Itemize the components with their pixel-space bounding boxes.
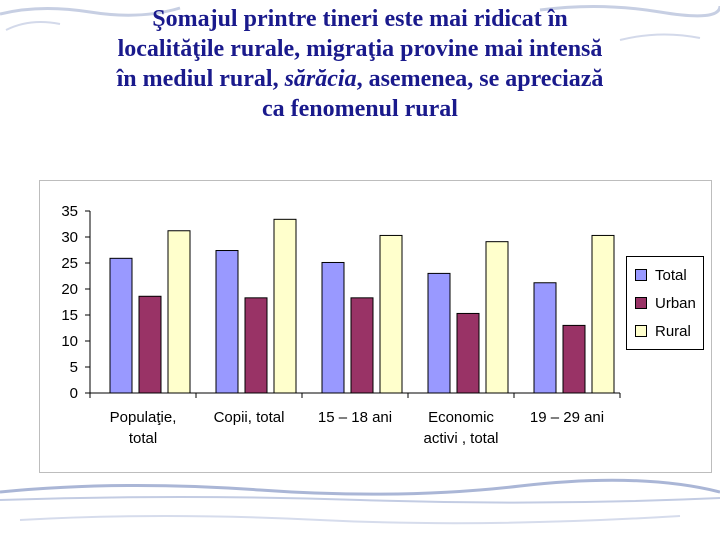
legend-label-rural: Rural (655, 322, 691, 340)
x-category-label: 15 – 18 ani (318, 409, 392, 426)
chart-legend: Total Urban Rural (626, 256, 704, 350)
bar-rural (591, 234, 615, 394)
legend-swatch-total (635, 269, 647, 281)
legend-swatch-rural (635, 325, 647, 337)
title-line-1: Şomajul printre tineri este mai ridicat … (152, 6, 568, 32)
legend-item-total: Total (635, 265, 687, 285)
y-tick-label: 20 (61, 281, 78, 298)
title-line-4: ca fenomenul rural (262, 96, 458, 122)
bar-total (109, 257, 133, 394)
y-tick-label: 30 (61, 229, 78, 246)
legend-item-rural: Rural (635, 321, 691, 341)
y-tick-label: 10 (61, 333, 78, 350)
title-line-2: localităţile rurale, migraţia provine ma… (117, 36, 603, 62)
title-line-3: în mediul rural, sărăcia, asemenea, se a… (10, 64, 710, 94)
bar-total (215, 250, 239, 394)
bar-total (321, 261, 345, 394)
title-line-3-emphasis: sărăcia (284, 66, 357, 92)
bar-total (427, 272, 451, 394)
bar-rural (167, 230, 191, 394)
title-line-3-end: , asemenea, se apreciază (356, 66, 604, 92)
y-tick-label: 25 (61, 255, 78, 272)
legend-label-total: Total (655, 266, 687, 284)
y-tick-label: 35 (61, 203, 78, 220)
bar-urban (138, 295, 162, 394)
x-category-label: total (129, 430, 157, 447)
x-category-label: Economic (428, 409, 494, 426)
bar-rural (485, 241, 509, 394)
legend-label-urban: Urban (655, 294, 696, 312)
y-tick-label: 5 (70, 359, 78, 376)
bar-urban (562, 324, 586, 394)
x-category-label: Populaţie, (110, 409, 177, 426)
x-category-label: Copii, total (214, 409, 285, 426)
slide-title: Şomajul printre tineri este mai ridicat … (10, 4, 710, 124)
bar-urban (456, 312, 480, 394)
y-tick-label: 0 (70, 385, 78, 402)
bar-urban (244, 297, 268, 394)
x-category-label: activi , total (423, 430, 498, 447)
bar-rural (379, 234, 403, 394)
legend-swatch-urban (635, 297, 647, 309)
bar-total (533, 282, 557, 394)
y-tick-label: 15 (61, 307, 78, 324)
x-category-label: 19 – 29 ani (530, 409, 604, 426)
bar-urban (350, 297, 374, 394)
legend-item-urban: Urban (635, 293, 696, 313)
title-line-3-start: în mediul rural, (116, 66, 285, 92)
bar-rural (273, 218, 297, 394)
